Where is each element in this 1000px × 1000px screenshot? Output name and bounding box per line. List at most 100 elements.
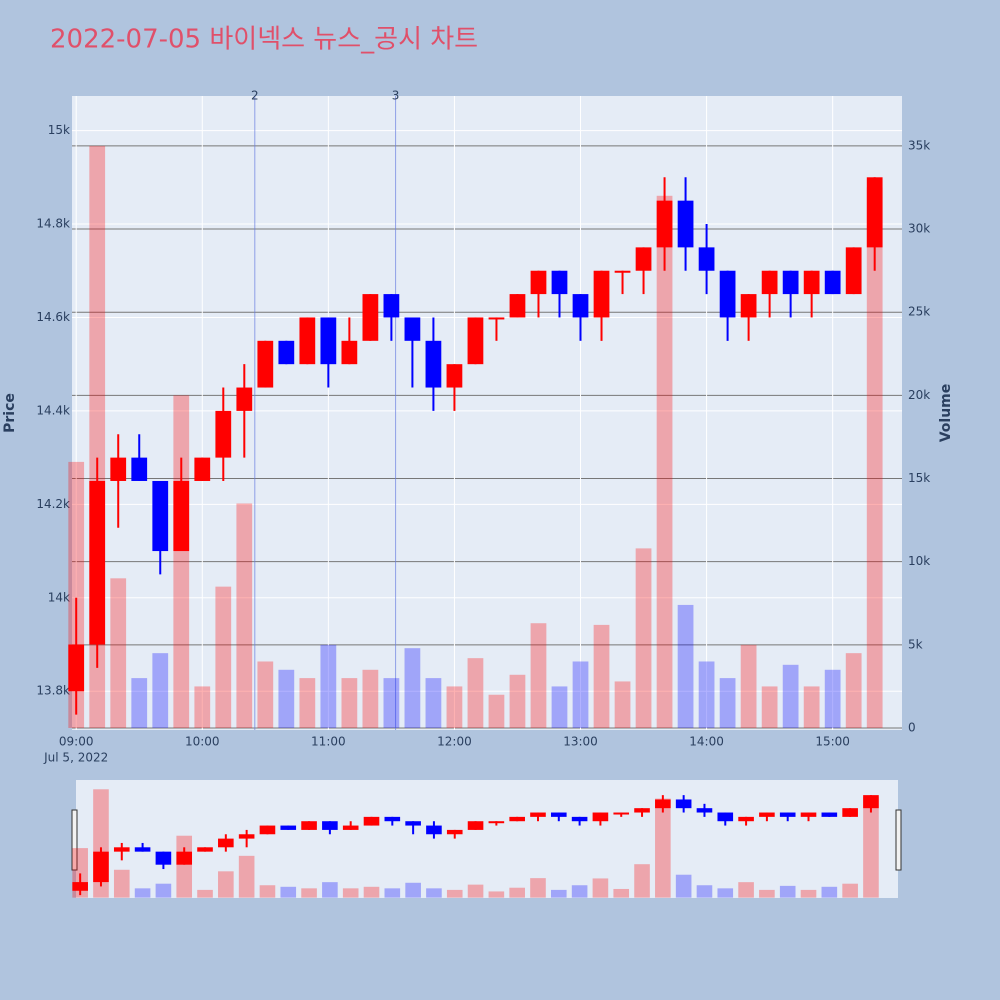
mini-candle-body [863, 795, 879, 809]
mini-candle-body [571, 816, 588, 822]
volume-bar [425, 678, 442, 729]
mini-volume-bar [509, 887, 525, 898]
mini-candle-body [197, 847, 213, 852]
volume-bar [215, 586, 232, 729]
candle-body [614, 270, 631, 273]
rangeslider-handle[interactable] [71, 809, 78, 871]
candle-body [362, 294, 379, 341]
mini-volume-bar [488, 891, 505, 898]
mini-volume-bar [113, 869, 130, 898]
mini-volume-bar [550, 889, 567, 898]
mini-candle-body [509, 816, 525, 822]
mini-volume-bar [259, 885, 276, 898]
y2-tick-label: 25k [908, 305, 930, 319]
y2-tick-label: 15k [908, 471, 930, 485]
volume-bar [383, 678, 400, 729]
mini-volume-bar [863, 797, 879, 898]
mini-volume-bar [155, 883, 172, 898]
annotation-label: 3 [392, 89, 400, 103]
mini-volume-bar [613, 888, 630, 898]
volume-bar [362, 669, 379, 729]
mini-candle-body [113, 847, 130, 852]
mini-candle-body [301, 821, 317, 830]
volume-bar [173, 395, 190, 729]
volume-bar [845, 653, 862, 729]
candle-body [152, 480, 169, 552]
mini-candle-body [384, 816, 401, 822]
volume-bar [698, 661, 715, 729]
annotation-label: 2 [251, 89, 259, 103]
candle-body [635, 247, 652, 271]
mini-volume-bar [675, 874, 692, 898]
mini-volume-bar [405, 882, 421, 898]
candle-body [509, 294, 526, 318]
y-tick-label: 14.6k [36, 310, 70, 324]
mini-volume-bar [592, 878, 609, 898]
mini-volume-bar [301, 888, 317, 898]
mini-candle-body [530, 812, 546, 817]
candle-body [572, 294, 589, 318]
candle-body [740, 294, 757, 318]
rangeslider-handle[interactable] [895, 809, 902, 871]
volume-bar [110, 578, 127, 729]
mini-volume-bar [571, 885, 588, 898]
y-axis-title: Price [2, 393, 18, 433]
mini-volume-bar [176, 835, 193, 898]
y-tick-label: 14.2k [36, 497, 70, 511]
candle-body [698, 247, 715, 271]
y-tick-label: 14k [48, 590, 70, 604]
volume-bar [509, 674, 526, 729]
y2-tick-label: 10k [908, 554, 930, 568]
mini-candle-body [280, 825, 297, 830]
volume-bar [236, 503, 253, 729]
volume-bar [740, 644, 757, 729]
volume-bar [278, 669, 295, 729]
mini-volume-bar [322, 882, 338, 898]
x-tick-label: 14:00 [689, 735, 724, 749]
mini-candle-body [613, 812, 630, 815]
volume-bar [551, 686, 568, 729]
volume-bar [866, 187, 883, 729]
volume-bar [467, 658, 484, 729]
x-date-label: Jul 5, 2022 [43, 751, 108, 765]
candle-body [194, 457, 211, 481]
candle-body [341, 340, 358, 365]
mini-volume-bar [342, 888, 359, 898]
mini-candle-body [342, 825, 359, 830]
mini-volume-bar [280, 886, 297, 898]
mini-candle-body [238, 834, 255, 839]
mini-candle-body [738, 816, 754, 822]
volume-bar [194, 686, 211, 729]
mini-volume-bar [363, 886, 380, 898]
candle-body [782, 270, 799, 295]
mini-candle-body [675, 799, 692, 809]
volume-bar [257, 661, 274, 729]
mini-candle-body [134, 847, 151, 852]
mini-volume-bar [696, 885, 713, 898]
mini-candle-body [176, 851, 193, 865]
candle-body [383, 294, 400, 318]
candle-body [530, 270, 547, 295]
mini-volume-bar [842, 883, 858, 898]
y2-axis-title: Volume [938, 384, 954, 443]
y2-tick-label: 5k [908, 637, 923, 651]
y-tick-label: 13.8k [36, 684, 70, 698]
mini-candle-body [446, 829, 463, 835]
y-tick-label: 14.4k [36, 403, 70, 417]
mini-candle-body [759, 812, 775, 817]
candle-body [488, 317, 505, 320]
candle-body [467, 317, 484, 365]
mini-candle-body [322, 821, 338, 830]
mini-volume-bar [530, 878, 546, 898]
volume-bar [761, 686, 778, 729]
mini-candle-body [93, 851, 109, 883]
volume-bar [635, 548, 652, 729]
volume-bar [341, 678, 358, 729]
candle-body [257, 340, 274, 388]
mini-volume-bar [134, 888, 151, 898]
candle-body [761, 270, 778, 295]
candle-body [446, 364, 463, 388]
mini-candle-body [821, 812, 838, 817]
mini-volume-bar [467, 884, 484, 898]
